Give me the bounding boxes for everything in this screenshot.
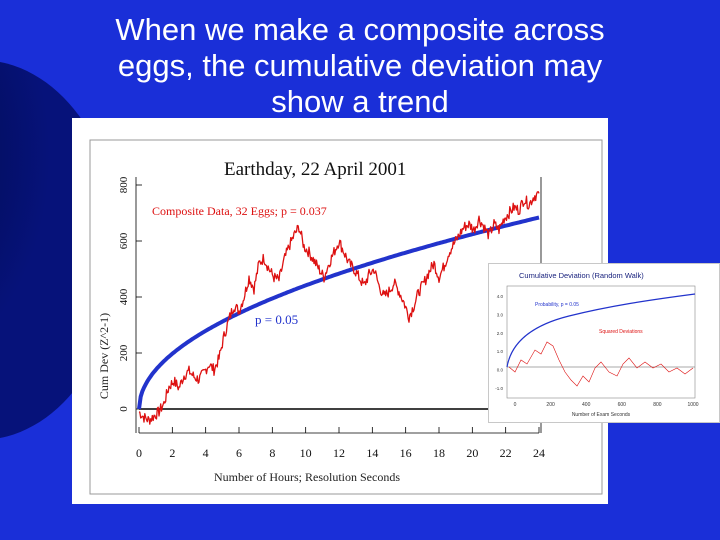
- chart-title: Earthday, 22 April 2001: [224, 159, 406, 180]
- x-tick-label: 22: [500, 446, 512, 460]
- inset-x-tick-label: 200: [546, 402, 555, 408]
- composite-data-line: [138, 191, 540, 425]
- y-tick-label: 600: [118, 232, 130, 249]
- x-tick-label: 8: [269, 446, 275, 460]
- inset-x-tick-label: 1000: [687, 402, 698, 408]
- inset-x-axis-label: Number of Exam Seconds: [572, 412, 631, 418]
- inset-title: Cumulative Deviation (Random Walk): [519, 271, 644, 280]
- inset-y-tick-label: 3.0: [497, 312, 504, 317]
- x-tick-label: 12: [333, 446, 345, 460]
- y-tick-label: 200: [118, 344, 130, 361]
- x-tick-label: 0: [136, 446, 142, 460]
- inset-x-tick-label: 400: [582, 402, 591, 408]
- y-axis-label: Cum Dev (Z^2-1): [97, 313, 111, 399]
- y-tick-label: 0: [118, 406, 130, 412]
- title-line-3: show a trend: [271, 84, 449, 119]
- inset-chart-svg: Cumulative Deviation (Random Walk) Numbe…: [495, 271, 699, 418]
- x-tick-label: 18: [433, 446, 445, 460]
- inset-x-tick-label: 0: [514, 402, 517, 408]
- y-tick-label: 400: [118, 288, 130, 305]
- inset-x-tick-label: 600: [618, 402, 627, 408]
- inset-y-tick-label: 0.0: [497, 368, 504, 373]
- red-series-label: Composite Data, 32 Eggs; p = 0.037: [152, 204, 327, 218]
- x-tick-label: 2: [169, 446, 175, 460]
- x-tick-label: 20: [466, 446, 478, 460]
- inset-blue-label: Probability, p = 0.05: [535, 302, 579, 308]
- inset-y-tick-label: 1.0: [497, 349, 504, 354]
- inset-red-curve: [508, 341, 694, 387]
- y-tick-label: 800: [118, 176, 130, 193]
- p-005-curve: [137, 215, 540, 410]
- inset-x-tick-label: 800: [653, 402, 662, 408]
- inset-plot-frame: [506, 285, 696, 399]
- inset-y-tick-label: 2.0: [497, 331, 504, 336]
- title-line-1: When we make a composite across: [115, 12, 605, 47]
- x-tick-label: 6: [236, 446, 242, 460]
- x-axis-label: Number of Hours; Resolution Seconds: [214, 470, 400, 484]
- title-line-2: eggs, the cumulative deviation may: [117, 48, 603, 83]
- slide-title: When we make a composite across eggs, th…: [0, 12, 720, 120]
- x-tick-label: 16: [400, 446, 412, 460]
- inset-blue-curve: [506, 293, 696, 368]
- inset-y-tick-label: 4.0: [497, 294, 504, 299]
- blue-series-label: p = 0.05: [255, 312, 298, 327]
- x-tick-label: 14: [366, 446, 378, 460]
- x-tick-label: 4: [203, 446, 209, 460]
- x-tick-label: 10: [300, 446, 312, 460]
- inset-y-tick-label: -1.0: [495, 386, 503, 391]
- inset-chart: Cumulative Deviation (Random Walk) Numbe…: [488, 263, 720, 423]
- inset-red-label: Squared Deviations: [599, 329, 643, 335]
- x-tick-label: 24: [533, 446, 545, 460]
